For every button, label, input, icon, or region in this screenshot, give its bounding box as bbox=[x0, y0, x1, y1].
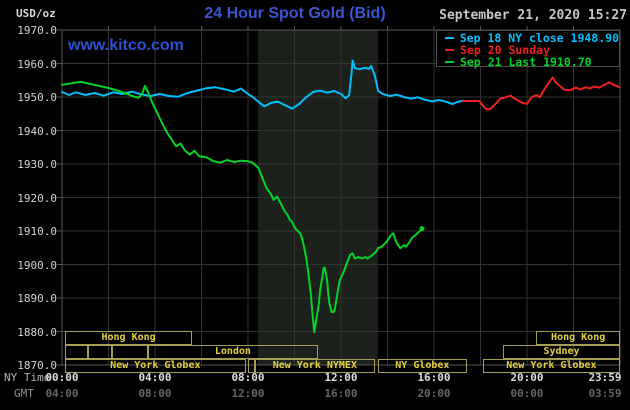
legend-swatch-cyan bbox=[445, 37, 454, 39]
y-axis-label: 1900.0 bbox=[17, 258, 57, 272]
y-axis-label: 1970.0 bbox=[17, 24, 57, 37]
gmt-time-label: 20:00 bbox=[417, 387, 451, 400]
ny-time-label: 12:00 bbox=[324, 371, 358, 384]
y-axis-label: 1960.0 bbox=[17, 57, 57, 71]
gmt-time-label: 04:00 bbox=[45, 387, 79, 400]
gmt-time-label: 03:59 bbox=[588, 387, 622, 400]
ny-time-label: 16:00 bbox=[417, 371, 451, 384]
y-axis-label: 1870.0 bbox=[17, 359, 57, 372]
session-box-hong-kong: Hong Kong bbox=[65, 331, 193, 345]
session-box-unlabeled bbox=[248, 359, 255, 373]
y-axis-label: 1890.0 bbox=[17, 292, 57, 305]
session-box-unlabeled bbox=[65, 345, 89, 359]
ny-time-axis-header: NY Time bbox=[4, 371, 51, 384]
datetime-label: September 21, 2020 15:27 bbox=[439, 8, 627, 23]
session-box-ny-globex: NY Globex bbox=[378, 359, 467, 373]
session-box-new-york-globex: New York Globex bbox=[482, 359, 620, 373]
legend-label: Sep 21 Last 1910.70 bbox=[460, 55, 592, 69]
gmt-time-label: 12:00 bbox=[231, 387, 265, 400]
legend-item-sep20: Sep 20 Sunday bbox=[443, 43, 619, 57]
legend-swatch-green bbox=[445, 61, 454, 63]
session-box-unlabeled bbox=[111, 345, 149, 359]
legend-label: Sep 20 Sunday bbox=[460, 43, 551, 57]
legend-label: Sep 18 NY close 1948.90 bbox=[459, 31, 619, 45]
y-axis-label: 1880.0 bbox=[17, 325, 57, 339]
session-box-london: London bbox=[148, 345, 318, 359]
gmt-time-label: 08:00 bbox=[138, 387, 172, 400]
session-box-hong-kong: Hong Kong bbox=[536, 331, 620, 345]
plot-border bbox=[61, 29, 621, 366]
gmt-time-label: 16:00 bbox=[324, 387, 358, 400]
ny-time-label: 08:00 bbox=[231, 371, 265, 384]
ny-time-label: 23:59 bbox=[588, 371, 622, 384]
y-axis-label: 1920.0 bbox=[17, 191, 57, 205]
legend-item-sep18: Sep 18 NY close 1948.90 bbox=[443, 31, 619, 45]
session-box-unlabeled bbox=[88, 345, 112, 359]
y-axis-unit-label: USD/oz bbox=[16, 7, 56, 20]
gmt-time-label: 00:00 bbox=[510, 387, 544, 400]
ny-time-label: 04:00 bbox=[138, 371, 172, 384]
gmt-axis-header: GMT bbox=[14, 387, 34, 400]
y-axis-label: 1930.0 bbox=[17, 158, 57, 171]
y-axis-label: 1950.0 bbox=[17, 91, 57, 104]
session-box-new-york-globex: New York Globex bbox=[65, 359, 246, 373]
y-axis-label: 1910.0 bbox=[17, 225, 57, 238]
chart-title: 24 Hour Spot Gold (Bid) bbox=[204, 5, 386, 22]
series-line-1 bbox=[462, 76, 621, 111]
y-axis-label: 1940.0 bbox=[17, 124, 57, 138]
legend-box: Sep 18 NY close 1948.90 Sep 20 Sunday Se… bbox=[436, 30, 620, 69]
legend-swatch-red bbox=[445, 49, 454, 51]
legend-item-sep21: Sep 21 Last 1910.70 bbox=[443, 55, 619, 69]
session-box-sydney: Sydney bbox=[503, 345, 620, 359]
ny-time-label: 20:00 bbox=[510, 371, 544, 384]
kitco-watermark-link[interactable]: www.kitco.com bbox=[68, 37, 184, 54]
series-line-2 bbox=[61, 80, 423, 334]
ny-time-label: 00:00 bbox=[45, 371, 79, 384]
last-price-marker bbox=[419, 226, 425, 232]
session-box-new-york-nymex: New York NYMEX bbox=[254, 359, 375, 373]
